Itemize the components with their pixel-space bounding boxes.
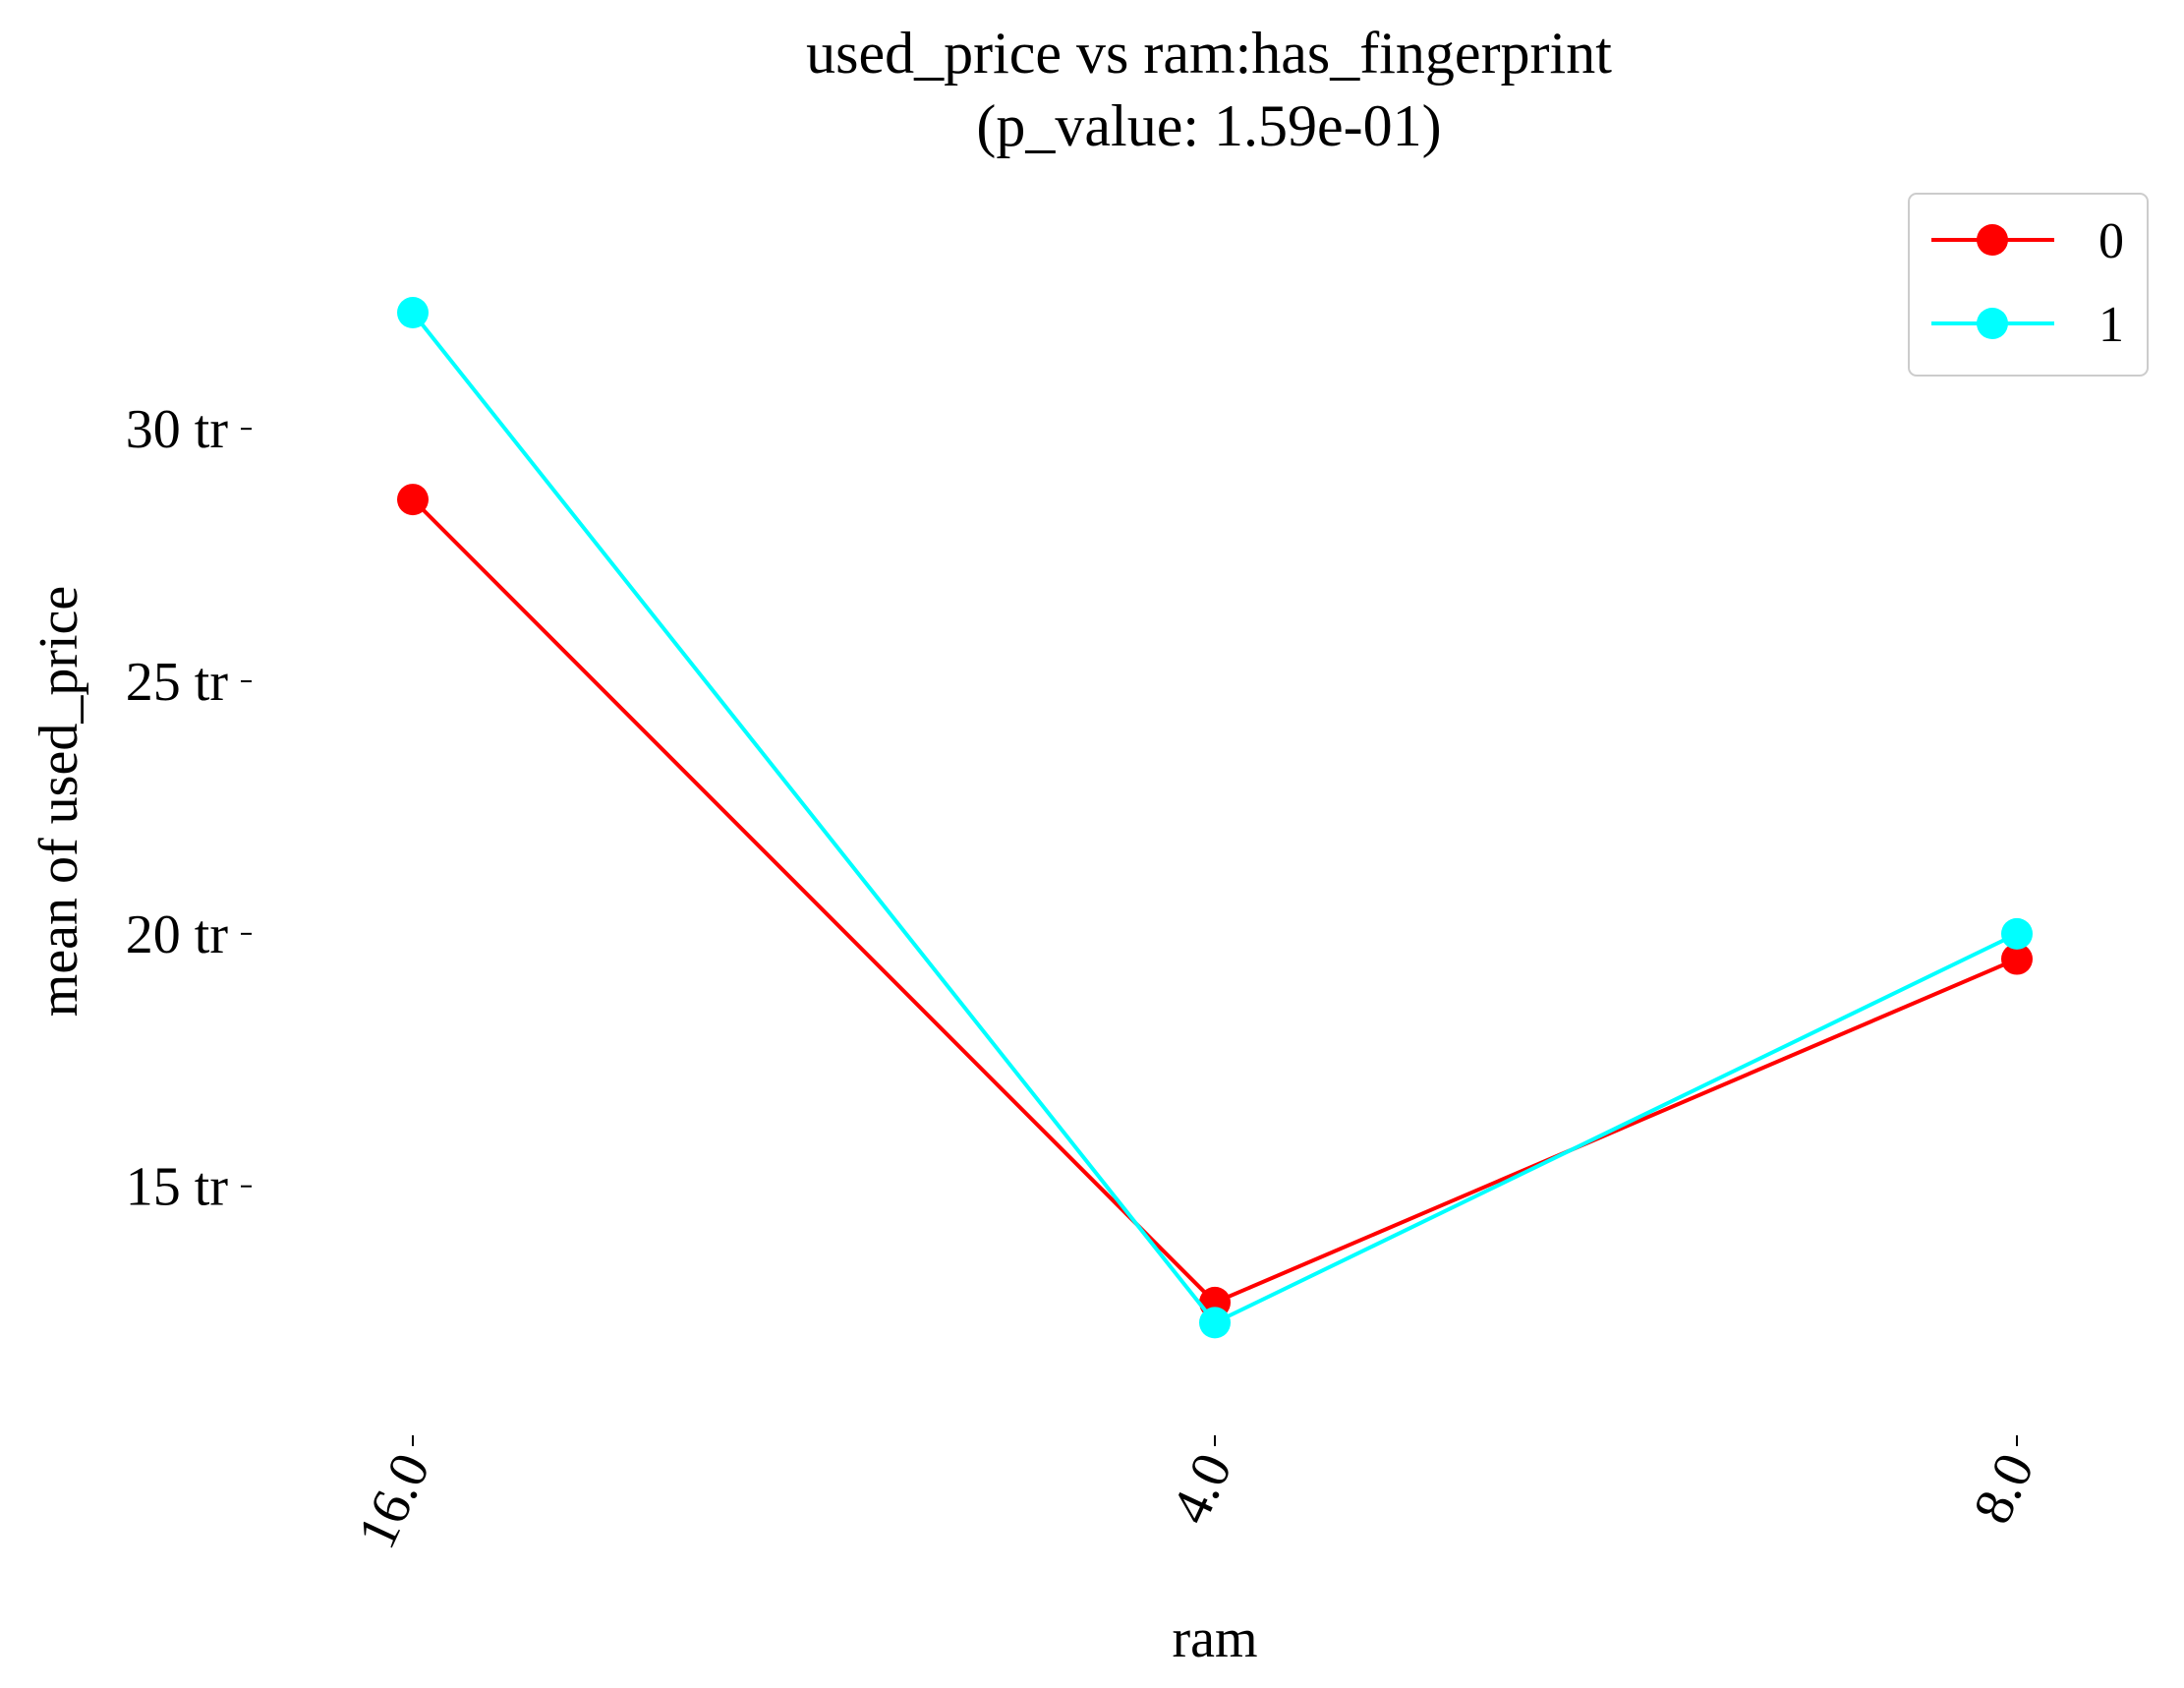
legend-label: 0: [2098, 213, 2124, 269]
series-1: [397, 297, 2033, 1339]
legend-item: 0: [1931, 213, 2124, 269]
y-axis-label: mean of used_price: [29, 586, 89, 1017]
legend-label: 1: [2098, 297, 2124, 353]
y-tick-label: 25 tr: [126, 652, 229, 713]
legend-marker: [1977, 224, 2008, 256]
x-tick-label: 8.0: [1962, 1444, 2046, 1533]
data-point: [2001, 917, 2033, 950]
y-tick-label: 20 tr: [126, 904, 229, 965]
series-0: [397, 484, 2033, 1318]
chart-title: used_price vs ram:has_fingerprint: [806, 21, 1612, 86]
y-axis-ticks: 15 tr 20 tr 25 tr 30 tr: [126, 399, 252, 1218]
series-layer: [397, 297, 2033, 1339]
data-point: [397, 297, 429, 329]
chart-subtitle: (p_value: 1.59e-01): [976, 93, 1441, 158]
y-tick-label: 30 tr: [126, 399, 229, 460]
x-axis-label: ram: [1172, 1608, 1257, 1669]
x-tick-label: 4.0: [1160, 1444, 1244, 1533]
y-tick-label: 15 tr: [126, 1157, 229, 1218]
legend: 01: [1908, 193, 2149, 377]
data-point: [2001, 943, 2033, 975]
x-tick-label: 16.0: [346, 1444, 442, 1557]
data-point: [1199, 1307, 1231, 1339]
legend-item: 1: [1931, 297, 2124, 353]
legend-marker: [1977, 308, 2008, 339]
series-line: [411, 311, 2018, 1325]
x-axis-ticks: 16.0 4.0 8.0: [346, 1435, 2046, 1557]
data-point: [397, 484, 429, 516]
series-line: [411, 497, 2018, 1306]
